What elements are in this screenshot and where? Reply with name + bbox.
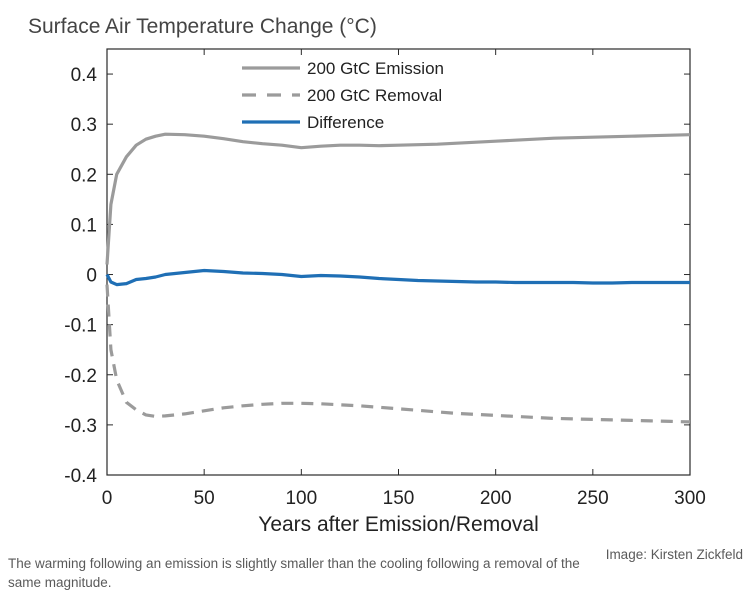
legend-label: Difference — [307, 113, 384, 132]
image-credit: Image: Kirsten Zickfeld — [605, 547, 743, 562]
figure-caption: The warming following an emission is sli… — [8, 556, 580, 590]
legend-label: 200 GtC Emission — [307, 59, 444, 78]
y-tick-label: -0.3 — [64, 416, 97, 437]
chart-title: Surface Air Temperature Change (°C) — [28, 15, 377, 38]
chart: Surface Air Temperature Change (°C) 0 50 1… — [28, 15, 706, 536]
series-lines — [105, 132, 691, 424]
y-tick-label: -0.4 — [64, 466, 97, 487]
y-tick-label: 0 — [86, 266, 97, 287]
legend-label: 200 GtC Removal — [307, 86, 442, 105]
x-tick-label: 250 — [577, 488, 609, 509]
y-tick-label: 0.2 — [71, 165, 97, 186]
x-axis-label: Years after Emission/Removal — [258, 513, 539, 536]
series-line-0 — [105, 132, 691, 265]
y-tick-label: 0.3 — [71, 115, 97, 136]
y-tick-label: -0.1 — [64, 316, 97, 337]
x-tick-label: 300 — [674, 488, 706, 509]
series-line-1 — [105, 284, 691, 424]
x-tick-label: 150 — [383, 488, 415, 509]
legend: 200 GtC Emission 200 GtC Removal Differenc… — [242, 59, 444, 132]
x-tick-label: 100 — [285, 488, 317, 509]
axis-ticks: 0 50 100 150 200 250 300 -0.4 -0.3 -0.2 -0.1 0 0.1 0.… — [64, 49, 706, 509]
y-tick-label: 0.1 — [71, 215, 97, 236]
plot-frame — [106, 48, 691, 476]
y-tick-label: -0.2 — [64, 366, 97, 387]
x-tick-label: 200 — [480, 488, 512, 509]
x-tick-label: 0 — [102, 488, 113, 509]
x-tick-label: 50 — [194, 488, 215, 509]
y-tick-label: 0.4 — [71, 65, 98, 86]
series-line-2 — [105, 268, 690, 287]
